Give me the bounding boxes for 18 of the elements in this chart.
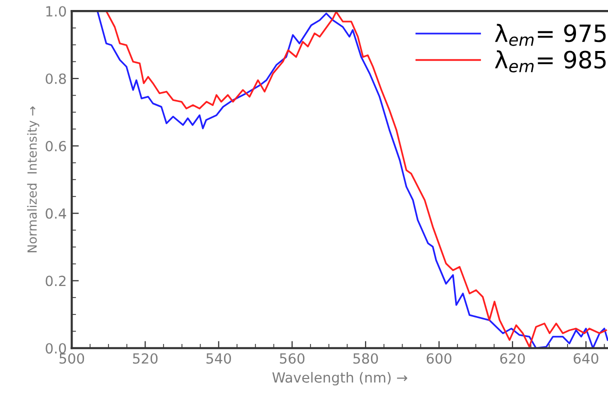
x-tick-label: 500 [60, 353, 84, 364]
y-tick-label: 1.0 [46, 6, 66, 17]
y-tick-label: 0.6 [46, 140, 66, 152]
x-tick-label: 620 [500, 353, 525, 364]
x-axis-title: Wavelength (nm) → [272, 372, 408, 386]
x-tick-label: 580 [353, 353, 378, 364]
y-tick-label: 0.8 [46, 73, 66, 84]
legend-label: λ$_{em}$= 985 [494, 50, 606, 72]
y-tick-label: 0.2 [46, 276, 66, 286]
y-axis-title: Normalized Intensity → [27, 106, 40, 252]
x-tick-label: 600 [426, 353, 452, 364]
y-tick-label: 0.0 [46, 343, 66, 354]
x-tick-label: 540 [206, 353, 231, 364]
x-tick-label: 520 [133, 353, 158, 364]
x-tick-label: 640 [574, 353, 598, 364]
y-tick-label: 0.4 [46, 208, 66, 219]
legend-label: λ$_{em}$= 975 [494, 24, 606, 46]
x-tick-label: 560 [280, 353, 304, 364]
